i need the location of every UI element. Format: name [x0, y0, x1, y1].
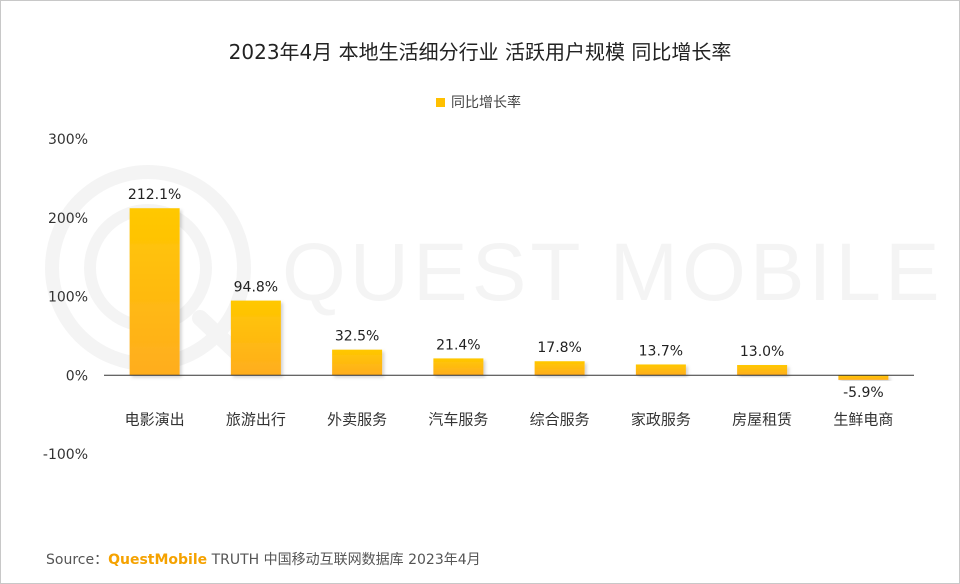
- x-tick-label: 旅游出行: [226, 410, 286, 428]
- bar: [433, 358, 484, 376]
- legend-label: 同比增长率: [451, 95, 521, 111]
- x-tick-label: 房屋租赁: [732, 410, 792, 428]
- value-label: 13.7%: [639, 343, 683, 359]
- y-tick-label: -100%: [43, 447, 88, 463]
- value-label: 17.8%: [537, 340, 581, 356]
- bars: [129, 208, 889, 380]
- source-prefix: Source：: [46, 552, 109, 568]
- source-brand: QuestMobile: [108, 552, 208, 568]
- value-labels: 212.1% 94.8% 32.5% 21.4% 17.8% 13.7% 13.0% -5.9…: [128, 187, 884, 401]
- legend: 同比增长率: [436, 92, 521, 112]
- y-tick-label: 100%: [48, 290, 88, 306]
- chart-title: 2023年4月 本地生活细分行业 活跃用户规模 同比增长率: [228, 40, 732, 64]
- y-axis: 300% 200% 100% 0% -100%: [43, 132, 88, 463]
- bar: [737, 365, 788, 376]
- x-tick-label: 家政服务: [631, 410, 691, 428]
- bar: [838, 375, 889, 380]
- value-label: -5.9%: [843, 385, 884, 401]
- x-tick-label: 外卖服务: [327, 410, 387, 428]
- bar: [230, 300, 281, 376]
- value-label: 32.5%: [335, 329, 379, 345]
- value-label: 94.8%: [234, 280, 278, 296]
- x-tick-label: 综合服务: [530, 410, 590, 428]
- bar: [635, 364, 686, 376]
- x-tick-label: 生鲜电商: [833, 410, 893, 428]
- bar: [129, 208, 180, 376]
- x-axis-labels: 电影演出 旅游出行 外卖服务 汽车服务 综合服务 家政服务 房屋租赁 生鲜电商: [125, 410, 894, 428]
- x-tick-label: 汽车服务: [428, 410, 488, 428]
- legend-swatch: [436, 97, 445, 107]
- y-tick-label: 0%: [66, 368, 88, 384]
- source-note: Source：QuestMobile TRUTH 中国移动互联网数据库 2023…: [46, 549, 481, 569]
- value-label: 13.0%: [740, 344, 784, 360]
- x-tick-label: 电影演出: [125, 410, 185, 428]
- bar: [332, 349, 383, 376]
- y-tick-label: 300%: [48, 132, 88, 148]
- value-label: 21.4%: [436, 337, 480, 353]
- value-label: 212.1%: [128, 187, 181, 203]
- source-rest: TRUTH 中国移动互联网数据库 2023年4月: [207, 552, 481, 568]
- bar: [534, 361, 585, 376]
- y-tick-label: 200%: [48, 211, 88, 227]
